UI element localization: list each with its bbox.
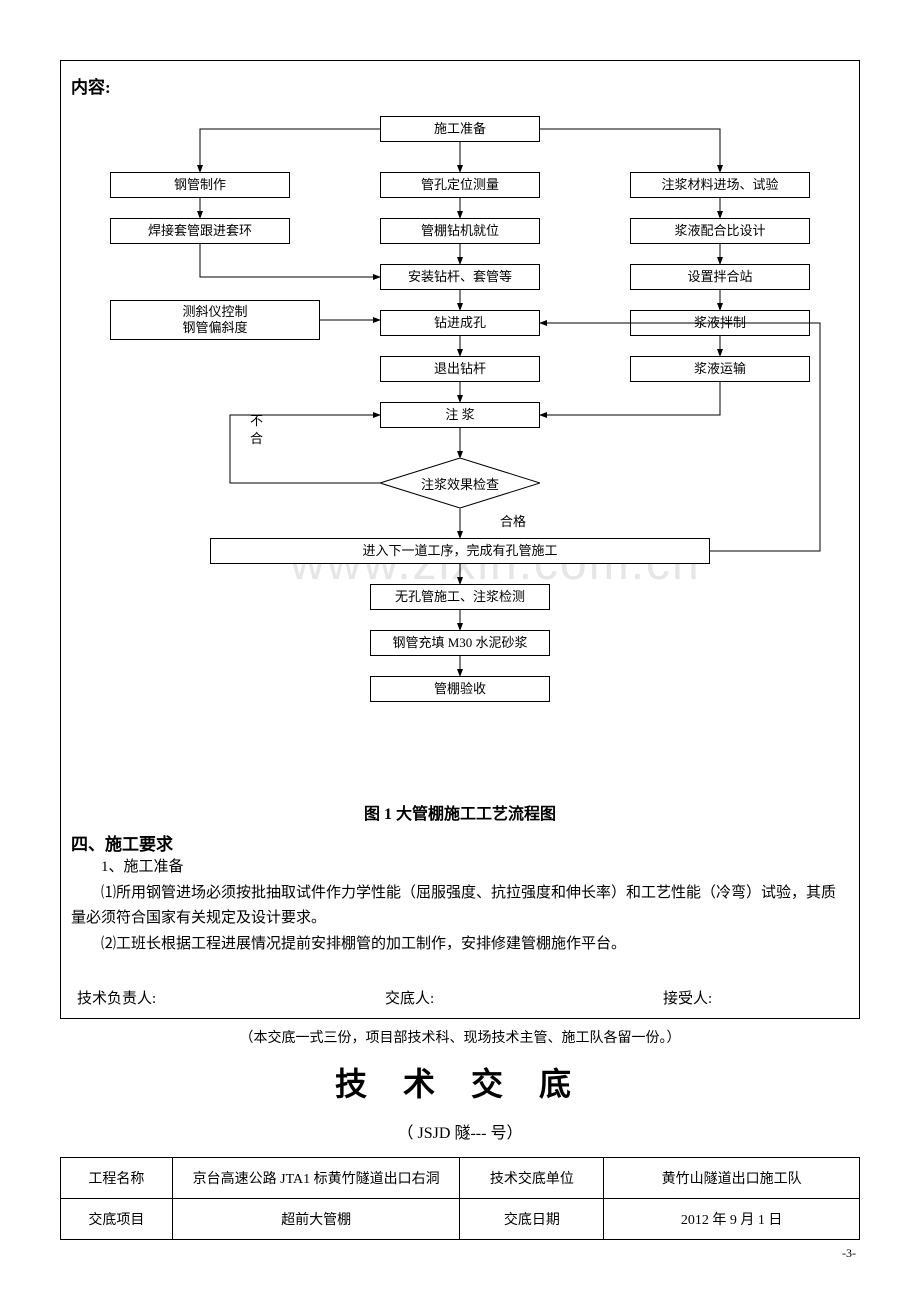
label-pass: 合格 (500, 511, 526, 530)
cell-r1c1: 工程名称 (61, 1158, 173, 1199)
section4-sub1: 1、施工准备 (71, 855, 849, 881)
node-incline-ctrl: 测斜仪控制 钢管偏斜度 (110, 300, 320, 340)
doc-title: 技 术 交 底 (60, 1059, 860, 1105)
section4-p2: ⑵工班长根据工程进展情况提前安排棚管的加工制作，安排修建管棚施作平台。 (71, 932, 849, 958)
node-accept: 管棚验收 (370, 676, 550, 702)
main-content-box: 内容: www.zixin.com.cn 施工准备 管孔定位测量 管棚钻机就位 … (60, 60, 860, 1019)
node-slurry-trans: 浆液运输 (630, 356, 810, 382)
node-next-step: 进入下一道工序，完成有孔管施工 (210, 538, 710, 564)
node-grout: 注 浆 (380, 402, 540, 428)
node-slurry-mix: 浆液拌制 (630, 310, 810, 336)
table-row: 交底项目 超前大管棚 交底日期 2012 年 9 月 1 日 (61, 1199, 860, 1240)
footnote: （本交底一式三份，项目部技术科、现场技术主管、施工队各留一份。） (60, 1027, 860, 1047)
node-prep: 施工准备 (380, 116, 540, 142)
flowchart-container: www.zixin.com.cn 施工准备 管孔定位测量 管棚钻机就位 安装钻杆… (80, 106, 840, 786)
cell-r2c2: 超前大管棚 (172, 1199, 460, 1240)
node-mat-in: 注浆材料进场、试验 (630, 172, 810, 198)
node-setup-station: 设置拌合站 (630, 264, 810, 290)
section4-p1: ⑴所用钢管进场必须按批抽取试件作力学性能（屈服强度、抗拉强度和伸长率）和工艺性能… (71, 881, 849, 932)
node-drill-pos: 管棚钻机就位 (380, 218, 540, 244)
page-number: -3- (60, 1246, 860, 1261)
cell-r1c4: 黄竹山隧道出口施工队 (604, 1158, 860, 1199)
cell-r2c3: 交底日期 (460, 1199, 604, 1240)
cell-r1c2: 京台高速公路 JTA1 标黄竹隧道出口右洞 (172, 1158, 460, 1199)
doc-subtitle: （ JSJD 隧--- 号） (60, 1119, 860, 1143)
cell-r1c3: 技术交底单位 (460, 1158, 604, 1199)
table-row: 工程名称 京台高速公路 JTA1 标黄竹隧道出口右洞 技术交底单位 黄竹山隧道出… (61, 1158, 860, 1199)
node-fill: 钢管充填 M30 水泥砂浆 (370, 630, 550, 656)
content-heading: 内容: (71, 73, 849, 98)
node-steel-make: 钢管制作 (110, 172, 290, 198)
node-withdraw: 退出钻杆 (380, 356, 540, 382)
sig-handover: 交底人: (385, 987, 434, 1008)
node-drill-hole: 钻进成孔 (380, 310, 540, 336)
sig-tech-lead: 技术负责人: (77, 987, 156, 1008)
section4-title: 四、施工要求 (71, 830, 849, 855)
node-install-rods: 安装钻杆、套管等 (380, 264, 540, 290)
sig-receiver: 接受人: (663, 987, 843, 1008)
node-check-label: 注浆效果检查 (380, 458, 540, 508)
node-hole-measure: 管孔定位测量 (380, 172, 540, 198)
label-fail: 不 合 (250, 412, 263, 448)
node-check-diamond: 注浆效果检查 (380, 458, 540, 508)
flowchart-caption: 图 1 大管棚施工工艺流程图 (71, 800, 849, 824)
node-weld-collar: 焊接套管跟进套环 (110, 218, 290, 244)
signature-row: 技术负责人: 交底人: 接受人: (71, 987, 849, 1008)
cell-r2c4: 2012 年 9 月 1 日 (604, 1199, 860, 1240)
node-nopipe: 无孔管施工、注浆检测 (370, 584, 550, 610)
node-mix-design: 浆液配合比设计 (630, 218, 810, 244)
cell-r2c1: 交底项目 (61, 1199, 173, 1240)
info-table: 工程名称 京台高速公路 JTA1 标黄竹隧道出口右洞 技术交底单位 黄竹山隧道出… (60, 1157, 860, 1240)
